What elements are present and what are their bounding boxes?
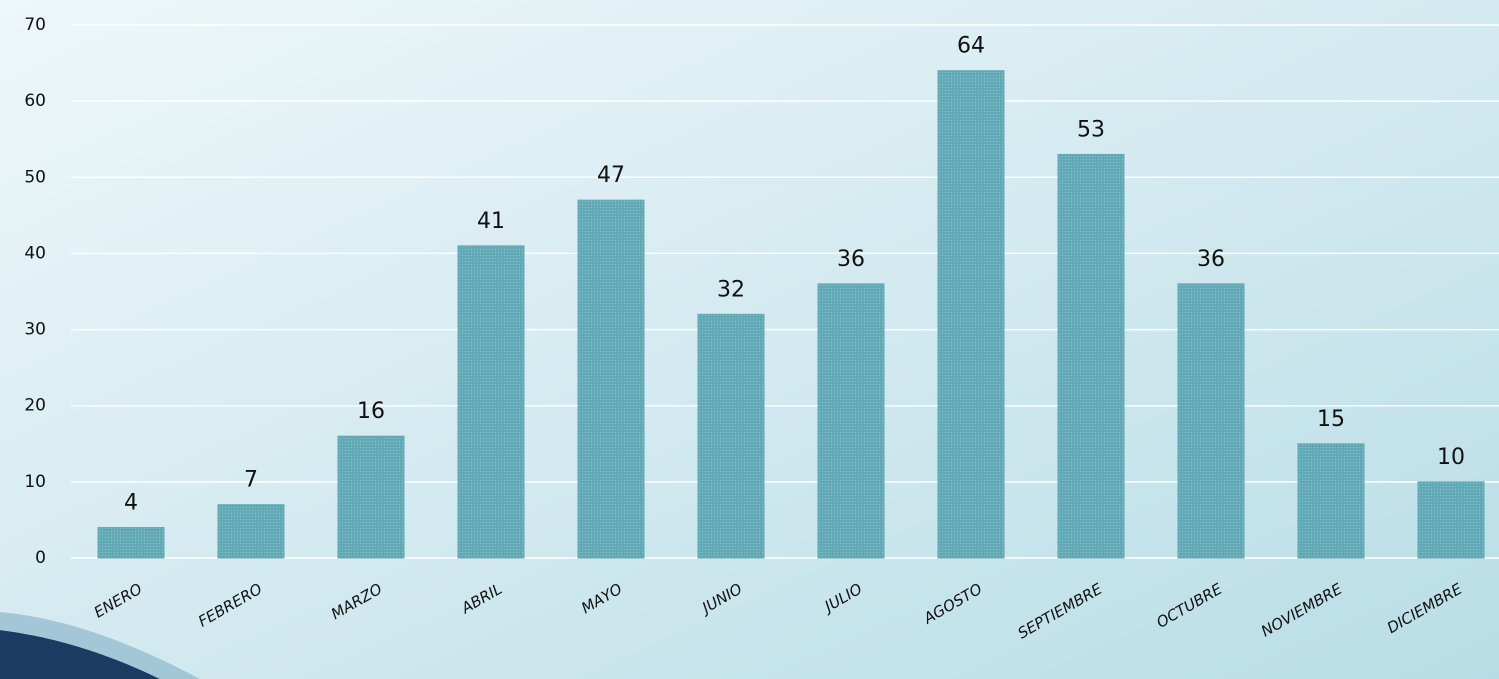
bar [1177, 283, 1245, 559]
bar [1417, 481, 1485, 559]
bar [217, 504, 285, 559]
bar [97, 527, 165, 559]
y-tick-label: 70 [24, 15, 46, 35]
bar [697, 313, 765, 559]
data-label: 10 [1437, 445, 1465, 470]
y-tick-label: 30 [24, 320, 46, 340]
y-tick-label: 0 [35, 548, 46, 568]
data-label: 36 [1197, 247, 1225, 272]
y-tick-label: 50 [24, 167, 46, 187]
data-label: 32 [717, 277, 745, 302]
data-label: 64 [957, 34, 985, 59]
data-label: 41 [477, 209, 505, 234]
y-tick-label: 20 [24, 396, 46, 416]
bar [577, 199, 645, 559]
data-label: 7 [244, 468, 258, 493]
bar [937, 70, 1005, 559]
data-label: 16 [357, 399, 385, 424]
data-label: 36 [837, 247, 865, 272]
bar [457, 245, 525, 559]
y-tick-label: 40 [24, 243, 46, 263]
bar [1057, 153, 1125, 559]
decoration [0, 630, 160, 679]
bar [1297, 443, 1365, 559]
y-tick-label: 10 [24, 472, 46, 492]
bar [337, 435, 405, 559]
data-label: 15 [1317, 407, 1345, 432]
data-label: 53 [1077, 117, 1105, 142]
data-label: 4 [124, 491, 138, 516]
data-label: 47 [597, 163, 625, 188]
y-tick-label: 60 [24, 91, 46, 111]
decoration [0, 612, 200, 679]
bar [817, 283, 885, 559]
